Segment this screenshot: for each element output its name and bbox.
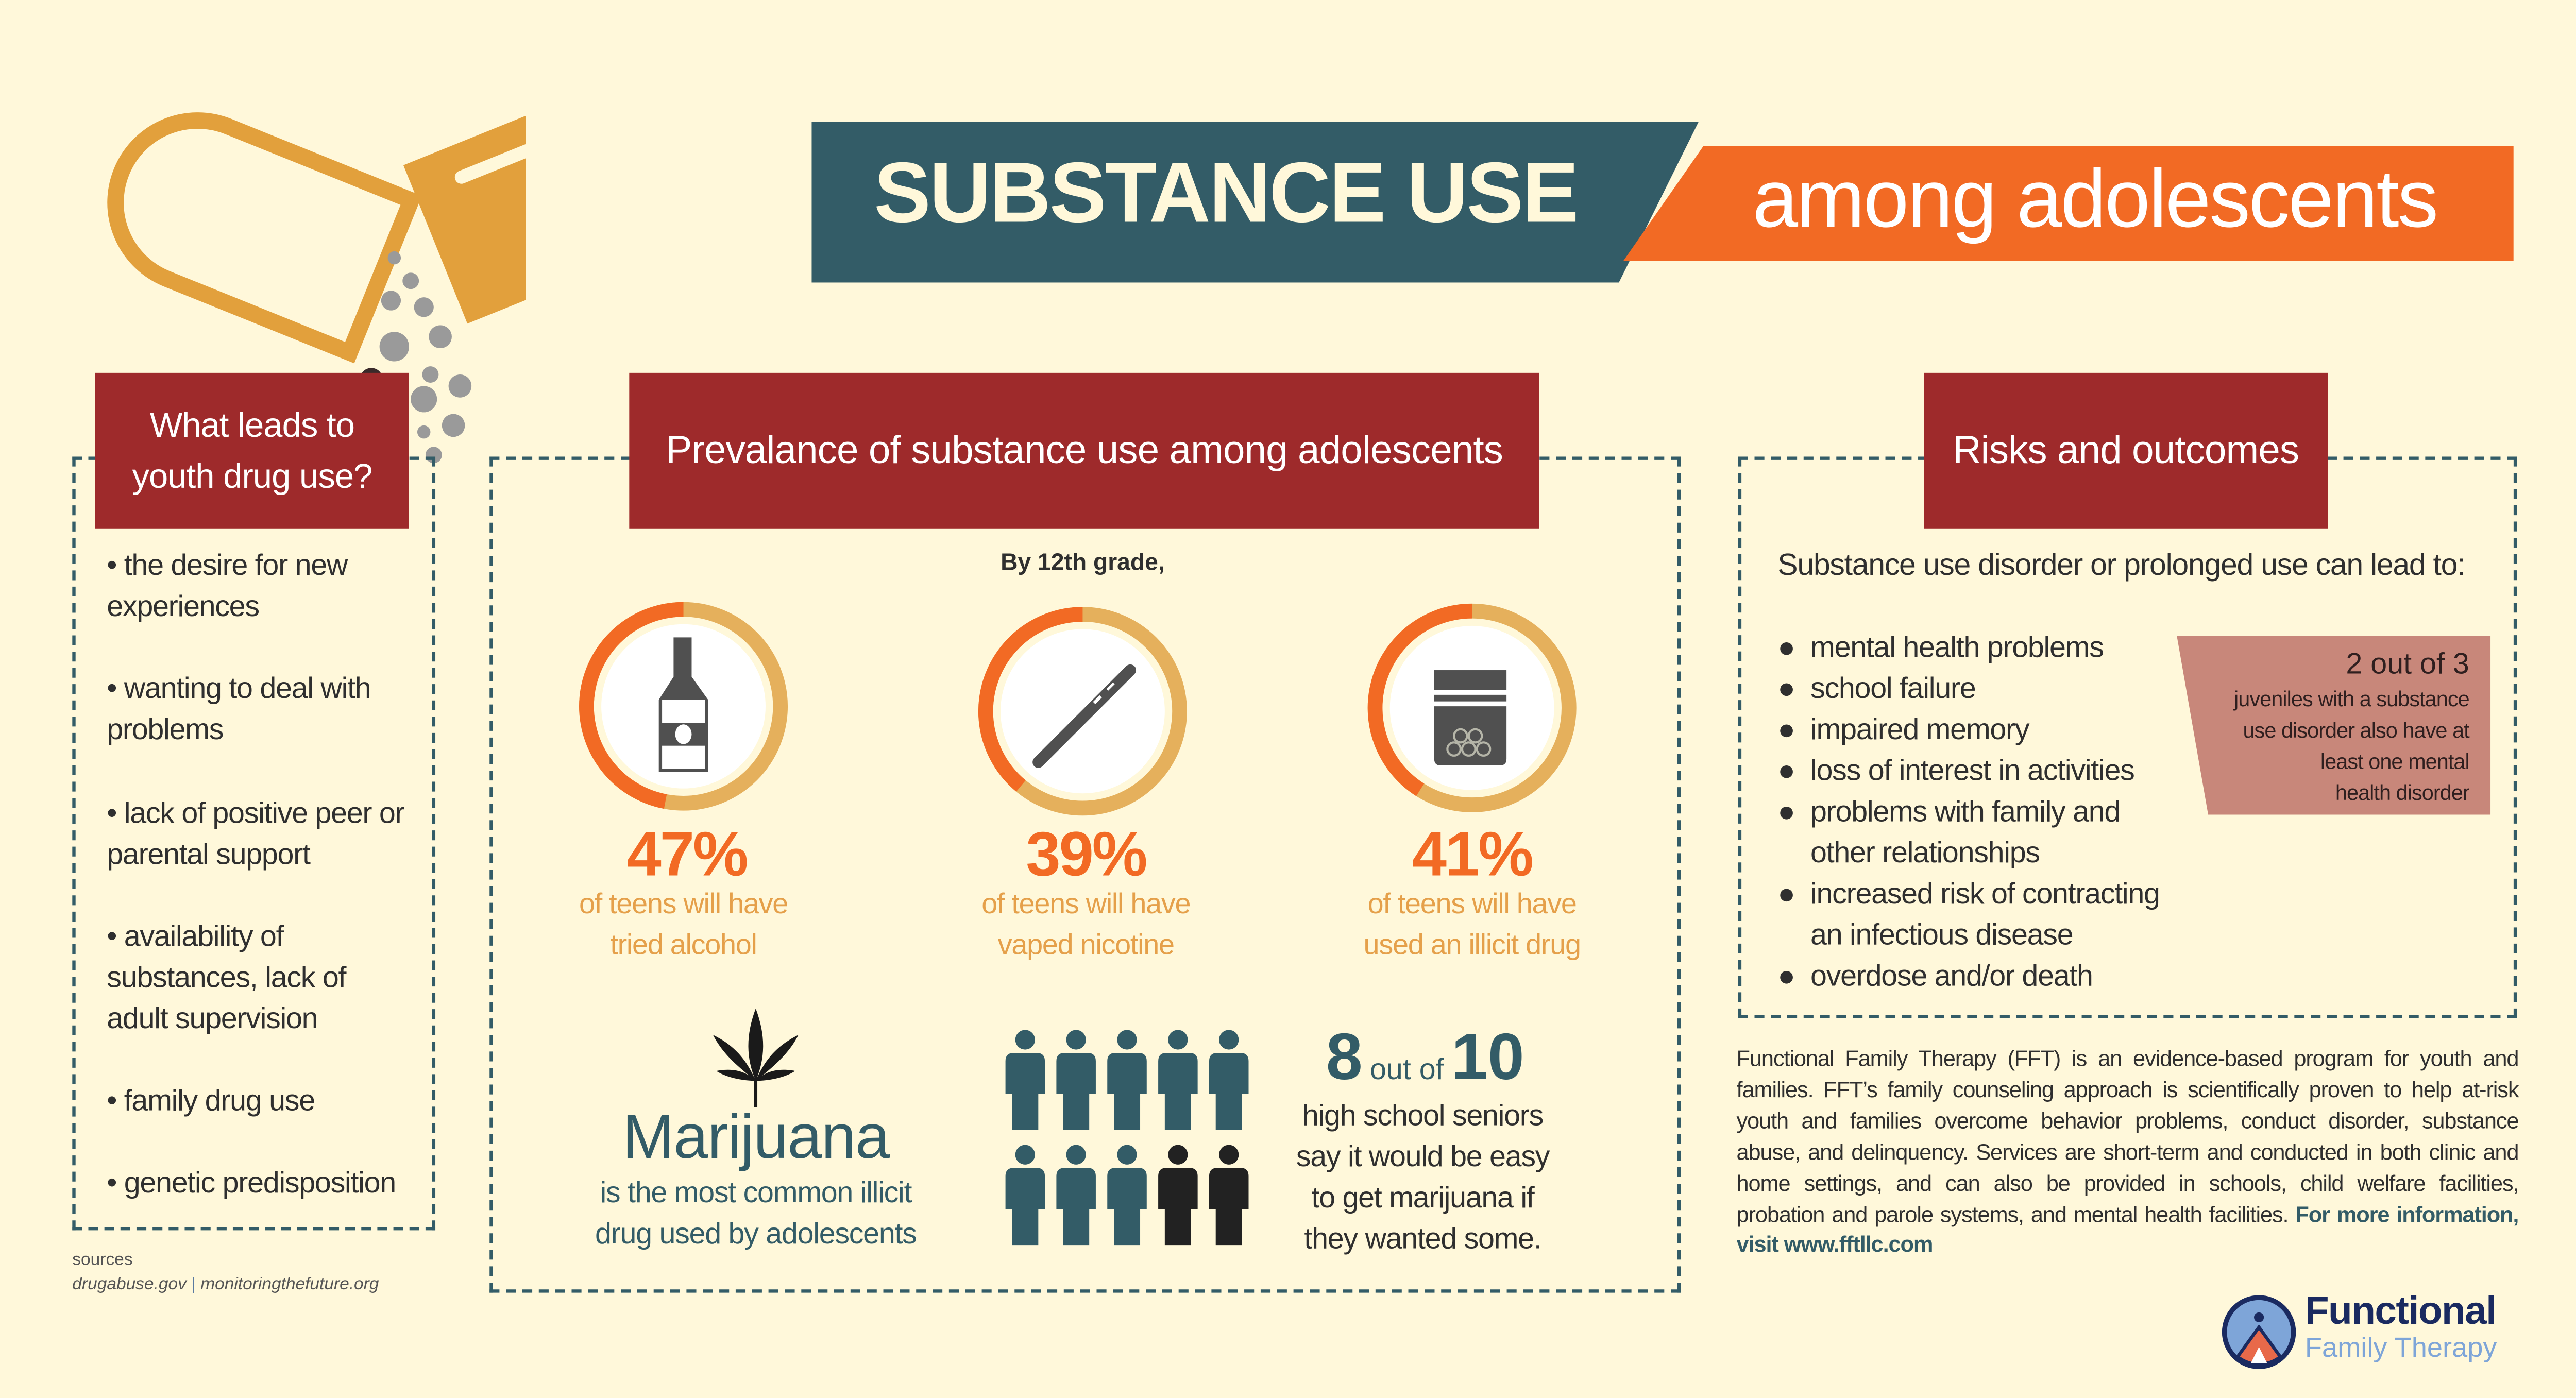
person-icon-highlighted <box>1107 1145 1147 1246</box>
risk-item: ● overdose and/or death <box>1777 959 2093 993</box>
seniors-total: 10 <box>1451 1021 1524 1094</box>
person-icon <box>1158 1145 1198 1246</box>
causes-heading-line: What leads to <box>149 406 355 445</box>
callout-headline: 2 out of 3 <box>2346 647 2469 680</box>
vape-caption: of teens will have vaped nicotine <box>981 886 1191 961</box>
source-link[interactable]: monitoringthefuture.org <box>200 1274 379 1294</box>
seniors-mid: out of <box>1369 1053 1444 1086</box>
prevalence-heading: Prevalance of substance use among adoles… <box>629 372 1539 529</box>
marijuana-title: Marijuana <box>622 1103 890 1173</box>
risk-item: ● loss of interest in activities <box>1777 754 2135 787</box>
separator: | <box>191 1274 196 1294</box>
title-banner <box>811 121 1699 283</box>
person-icon-highlighted <box>1005 1145 1045 1246</box>
causes-heading: What leads to youth drug use? <box>95 372 410 529</box>
risk-item: ● school failure <box>1777 672 1976 705</box>
causes-heading-line: youth drug use? <box>132 457 372 496</box>
person-icon-highlighted <box>1107 1030 1147 1130</box>
cause-item: • family drug use <box>107 1084 315 1117</box>
person-icon-highlighted <box>1158 1030 1198 1130</box>
page-subtitle: among adolescents <box>1752 152 2438 245</box>
vape-percent: 39% <box>1026 821 1147 891</box>
cause-item: • lack of positive peer or parental suppo… <box>107 796 404 871</box>
person-icon-highlighted <box>1056 1030 1096 1130</box>
marijuana-caption: is the most common illicit drug used by a… <box>595 1176 917 1250</box>
sources-label: sources <box>72 1250 133 1270</box>
cause-item: • availability of substances, lack of adul… <box>107 919 346 1035</box>
person-icon-highlighted <box>1005 1030 1045 1130</box>
people-grid <box>1005 1030 1249 1246</box>
risk-item: ● impaired memory <box>1777 712 2029 746</box>
risk-item: ● increased risk of contracting an infecti… <box>1777 877 2160 951</box>
comorbidity-callout <box>2177 636 2491 815</box>
alcohol-caption: of teens will have tried alcohol <box>579 886 788 961</box>
risks-heading: Risks and outcomes <box>1924 372 2328 529</box>
liquor-bottle-icon <box>658 637 708 772</box>
subtitle-banner <box>1623 146 2514 262</box>
pill-bag-icon <box>1434 670 1507 765</box>
person-icon <box>1209 1145 1249 1246</box>
page-title: SUBSTANCE USE <box>874 146 1579 242</box>
ring-percent-arc <box>978 607 1187 816</box>
source-link[interactable]: drugabuse.gov <box>72 1274 187 1294</box>
risk-item: ● mental health problems <box>1777 630 2104 664</box>
vape-pen-icon <box>1032 664 1137 768</box>
drug-caption: of teens will have used an illicit drug <box>1363 886 1581 961</box>
alcohol-percent: 47% <box>626 821 748 891</box>
seniors-count: 8 <box>1326 1021 1363 1094</box>
person-icon-highlighted <box>1209 1030 1249 1130</box>
cause-item: • the desire for new experiences <box>107 549 348 623</box>
sources: sources drugabuse.gov | monitoringthefut… <box>72 1248 379 1298</box>
risks-intro: Substance use disorder or prolonged use … <box>1777 547 2465 582</box>
cannabis-leaf-icon <box>713 1008 799 1107</box>
causes-list-bg <box>82 542 431 1216</box>
about-paragraph: Functional Family Therapy (FFT) is an ev… <box>1736 1046 2519 1257</box>
fft-logo-text: Functional Family Therapy <box>2304 1289 2497 1363</box>
person-icon-highlighted <box>1056 1145 1096 1246</box>
ring-percent-arc <box>1367 603 1577 812</box>
risk-item: ● problems with family and other relations… <box>1777 795 2121 869</box>
fft-logo-icon <box>2222 1295 2296 1369</box>
seniors-caption: high school seniors say it would be easy t… <box>1296 1099 1550 1255</box>
comorbidity-text: 2 out of 3 juveniles with a substance use… <box>2201 644 2470 808</box>
prevalence-intro: By 12th grade, <box>1001 550 1165 577</box>
cause-item: • wanting to deal with problems <box>107 672 371 746</box>
website-link[interactable]: For more information, visit www.fftllc.c… <box>1736 1201 2519 1257</box>
cause-item: • genetic predisposition <box>107 1166 396 1199</box>
drug-percent: 41% <box>1412 821 1534 891</box>
seniors-stat: 8 out of 10 <box>1298 1021 1552 1095</box>
